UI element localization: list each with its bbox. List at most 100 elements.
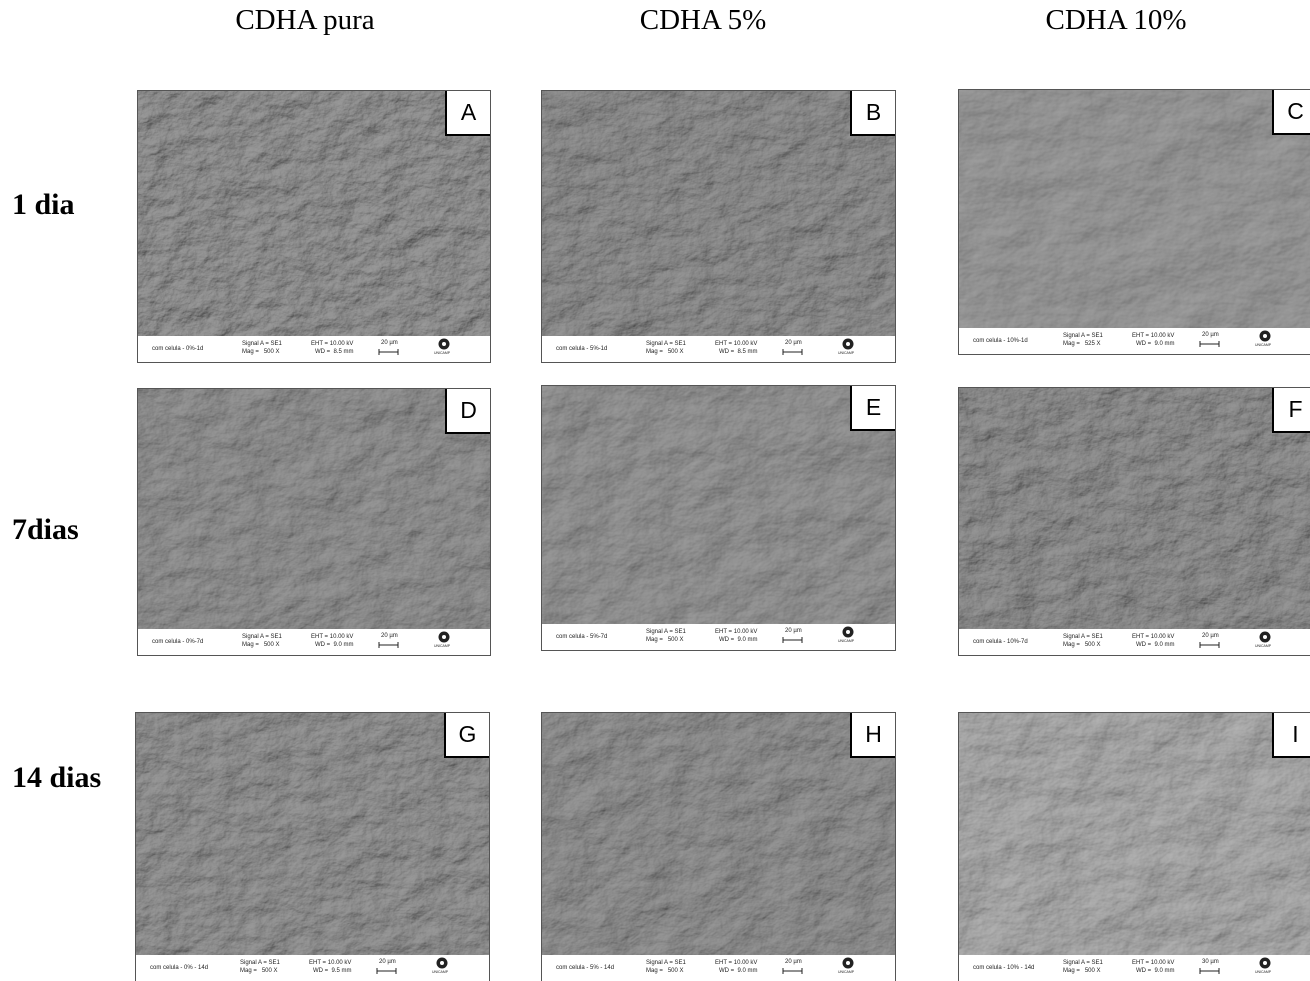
logo-icon: [436, 338, 452, 350]
info-mag: Mag = 500 X: [240, 968, 278, 974]
info-logo: UNICAMP: [434, 351, 450, 355]
info-wd: WD = 9.0 mm: [315, 642, 354, 648]
info-scale: 20 µm: [379, 959, 396, 965]
row-label: 1 dia: [12, 188, 75, 222]
info-sample: com celula - 5% - 14d: [556, 965, 614, 971]
micrograph: [959, 388, 1310, 631]
micrograph-texture: [136, 713, 490, 957]
scale-bar: [1199, 967, 1221, 975]
info-sample: com celula - 10%-7d: [973, 639, 1028, 645]
info-eht: EHT = 10.00 kV: [1132, 634, 1174, 640]
panel-letter: A: [445, 91, 490, 136]
info-mag: Mag = 500 X: [242, 349, 280, 355]
info-logo: UNICAMP: [1255, 343, 1271, 347]
logo-mark-center: [1263, 961, 1267, 965]
logo-icon: [1257, 957, 1273, 969]
logo-icon: [840, 338, 856, 350]
info-mag: Mag = 500 X: [242, 642, 280, 648]
logo-mark-center: [442, 342, 446, 346]
panel-letter: F: [1272, 388, 1310, 433]
micrograph: [959, 90, 1310, 330]
logo-icon: [1257, 631, 1273, 643]
info-eht: EHT = 10.00 kV: [715, 341, 757, 347]
micrograph-texture: [542, 386, 896, 626]
logo-mark-center: [442, 635, 446, 639]
info-mag: Mag = 500 X: [646, 637, 684, 643]
panel-letter: D: [445, 389, 490, 434]
info-mag: Mag = 500 X: [646, 968, 684, 974]
info-signal: Signal A = SE1: [646, 960, 686, 966]
info-wd: WD = 9.5 mm: [313, 968, 352, 974]
info-scale: 20 µm: [1202, 332, 1219, 338]
info-scale: 20 µm: [785, 340, 802, 346]
micrograph-texture: [959, 388, 1310, 631]
micrograph: [959, 713, 1310, 957]
info-wd: WD = 9.0 mm: [1136, 642, 1175, 648]
scale-bar: [378, 641, 400, 649]
panel-letter: E: [850, 386, 895, 431]
row-label: 7dias: [12, 513, 79, 547]
info-scale: 20 µm: [381, 633, 398, 639]
scale-bar-line: [1200, 642, 1219, 648]
info-signal: Signal A = SE1: [1063, 960, 1103, 966]
scale-bar-line: [377, 968, 396, 974]
scale-bar: [782, 348, 804, 356]
info-wd: WD = 9.0 mm: [719, 637, 758, 643]
scale-bar-line: [379, 642, 398, 648]
scale-bar-line: [1200, 968, 1219, 974]
column-header: CDHA 5%: [640, 4, 766, 37]
info-sample: com celula - 0%-7d: [152, 639, 203, 645]
panel-letter: B: [850, 91, 895, 136]
info-wd: WD = 8.5 mm: [719, 349, 758, 355]
info-wd: WD = 8.5 mm: [315, 349, 354, 355]
info-mag: Mag = 500 X: [646, 349, 684, 355]
micrograph: [138, 91, 491, 338]
logo-mark-center: [846, 961, 850, 965]
logo-icon: [1257, 330, 1273, 342]
panel-letter: C: [1272, 90, 1310, 135]
figure: CDHA puraCDHA 5%CDHA 10%1 dia7dias14 dia…: [0, 0, 1310, 981]
info-mag: Mag = 500 X: [1063, 968, 1101, 974]
info-eht: EHT = 10.00 kV: [1132, 960, 1174, 966]
info-signal: Signal A = SE1: [240, 960, 280, 966]
info-bar: com celula - 5%-1d Signal A = SE1 Mag = 50…: [542, 336, 895, 362]
info-logo: UNICAMP: [838, 351, 854, 355]
info-logo: UNICAMP: [434, 644, 450, 648]
info-sample: com celula - 5%-7d: [556, 634, 607, 640]
micrograph: [138, 389, 491, 631]
info-mag: Mag = 500 X: [1063, 642, 1101, 648]
info-wd: WD = 9.0 mm: [1136, 341, 1175, 347]
info-signal: Signal A = SE1: [1063, 333, 1103, 339]
info-sample: com celula - 10%-1d: [973, 338, 1028, 344]
micrograph-texture: [959, 713, 1310, 957]
info-signal: Signal A = SE1: [646, 341, 686, 347]
info-logo: UNICAMP: [432, 970, 448, 974]
scale-bar: [782, 636, 804, 644]
scale-bar-line: [783, 968, 802, 974]
scale-bar: [782, 967, 804, 975]
info-scale: 20 µm: [785, 628, 802, 634]
micrograph-texture: [138, 91, 491, 338]
scale-bar: [1199, 641, 1221, 649]
info-bar: com celula - 5% - 14d Signal A = SE1 Mag =…: [542, 955, 895, 981]
column-header: CDHA 10%: [1046, 4, 1187, 37]
info-signal: Signal A = SE1: [242, 341, 282, 347]
scale-bar: [376, 967, 398, 975]
info-eht: EHT = 10.00 kV: [311, 634, 353, 640]
scale-bar-line: [783, 637, 802, 643]
info-sample: com celula - 5%-1d: [556, 346, 607, 352]
info-scale: 20 µm: [1202, 633, 1219, 639]
scale-bar-line: [783, 349, 802, 355]
logo-mark-center: [1263, 635, 1267, 639]
micrograph: [542, 91, 896, 338]
info-scale: 20 µm: [785, 959, 802, 965]
